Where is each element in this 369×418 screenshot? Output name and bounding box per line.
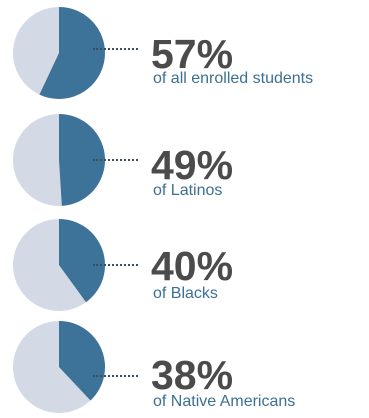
- chart-row-blacks: 40% of Blacks: [0, 212, 369, 316]
- chart-row-all-students: 57% of all enrolled students: [0, 0, 369, 104]
- category-label: of Native Americans: [153, 393, 296, 410]
- percent-value: 40%: [151, 243, 234, 289]
- pie-chart-native-americans: [13, 321, 105, 413]
- leader-line: [93, 159, 138, 161]
- pie-slice: [59, 219, 105, 303]
- pie-chart-all-students: [13, 7, 106, 99]
- percent-value: 49%: [151, 142, 234, 188]
- category-label: of Blacks: [153, 285, 218, 302]
- leader-line: [93, 48, 138, 50]
- category-label: of Latinos: [153, 182, 223, 199]
- pie-slice: [59, 114, 106, 206]
- percent-value: 57%: [151, 31, 234, 77]
- chart-row-native-americans: 38% of Native Americans: [0, 314, 369, 418]
- leader-line: [93, 375, 138, 377]
- leader-line: [93, 264, 138, 266]
- category-label: of all enrolled students: [153, 70, 314, 87]
- pie-slice: [39, 7, 106, 99]
- percent-value: 38%: [151, 352, 234, 398]
- pie-chart-latinos: [13, 114, 106, 206]
- chart-row-latinos: 49% of Latinos: [0, 107, 369, 211]
- pie-chart-blacks: [13, 219, 105, 311]
- pie-slice: [59, 321, 105, 401]
